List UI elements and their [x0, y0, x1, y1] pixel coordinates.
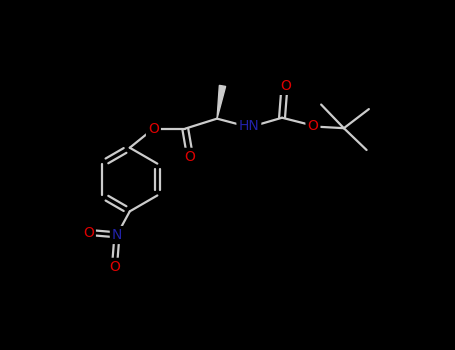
Polygon shape — [217, 85, 226, 119]
Text: O: O — [109, 260, 120, 274]
Text: O: O — [83, 226, 94, 240]
Text: HN: HN — [238, 119, 259, 133]
Text: O: O — [308, 119, 318, 133]
Text: N: N — [112, 228, 122, 242]
Text: O: O — [148, 122, 159, 136]
Text: O: O — [184, 150, 195, 164]
Text: O: O — [280, 79, 291, 93]
